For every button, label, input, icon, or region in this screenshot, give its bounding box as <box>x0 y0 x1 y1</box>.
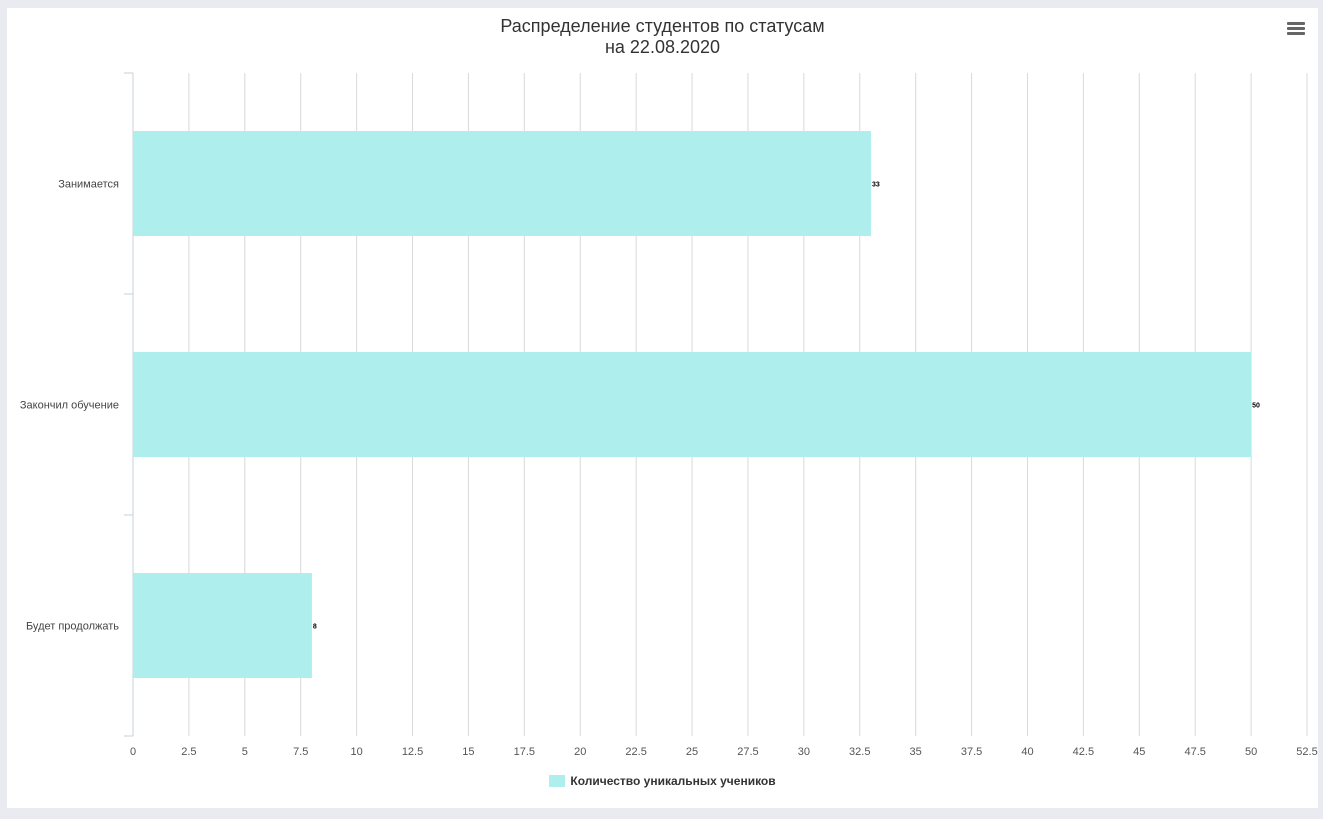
bar <box>133 573 312 678</box>
x-tick-label: 50 <box>1245 746 1257 758</box>
category-label: Занимается <box>58 179 119 191</box>
x-tick-label: 22.5 <box>625 746 646 758</box>
data-label: 50 <box>1252 403 1260 410</box>
bar <box>133 131 871 236</box>
legend-label: Количество уникальных учеников <box>570 774 776 788</box>
x-tick-label: 15 <box>462 746 474 758</box>
x-tick-label: 52.5 <box>1296 746 1317 758</box>
x-tick-label: 35 <box>910 746 922 758</box>
x-tick-label: 30 <box>798 746 810 758</box>
chart-title: Распределение студентов по статусам на 2… <box>7 16 1318 58</box>
bar <box>133 352 1252 457</box>
x-tick-label: 45 <box>1133 746 1145 758</box>
x-tick-label: 17.5 <box>514 746 535 758</box>
x-tick-label: 5 <box>242 746 248 758</box>
x-tick-label: 32.5 <box>849 746 870 758</box>
x-tick-label: 40 <box>1021 746 1033 758</box>
data-label: 33 <box>872 182 880 189</box>
x-tick-label: 27.5 <box>737 746 758 758</box>
data-label: 8 <box>313 624 317 631</box>
chart-title-line-1: Распределение студентов по статусам <box>500 16 825 36</box>
category-label: Закончил обучение <box>20 400 119 412</box>
x-tick-label: 12.5 <box>402 746 423 758</box>
x-tick-label: 20 <box>574 746 586 758</box>
x-tick-label: 37.5 <box>961 746 982 758</box>
x-tick-label: 10 <box>350 746 362 758</box>
chart-legend[interactable]: Количество уникальных учеников <box>7 774 1318 788</box>
chart-title-line-2: на 22.08.2020 <box>604 37 721 57</box>
chart-card: Распределение студентов по статусам на 2… <box>7 8 1318 808</box>
category-label: Будет продолжать <box>26 621 119 633</box>
bar-chart-plot: 0 2.5 5 7.5 10 12.5 15 17.5 20 22.5 25 27.5 30 32.5 35… <box>20 72 1318 758</box>
x-tick-label: 2.5 <box>181 746 196 758</box>
legend-swatch <box>549 775 566 787</box>
x-tick-label: 0 <box>130 746 136 758</box>
x-tick-label: 25 <box>686 746 698 758</box>
x-tick-label: 47.5 <box>1184 746 1205 758</box>
x-tick-label: 7.5 <box>293 746 308 758</box>
x-tick-label: 42.5 <box>1073 746 1094 758</box>
hamburger-menu-icon[interactable] <box>1287 22 1307 40</box>
